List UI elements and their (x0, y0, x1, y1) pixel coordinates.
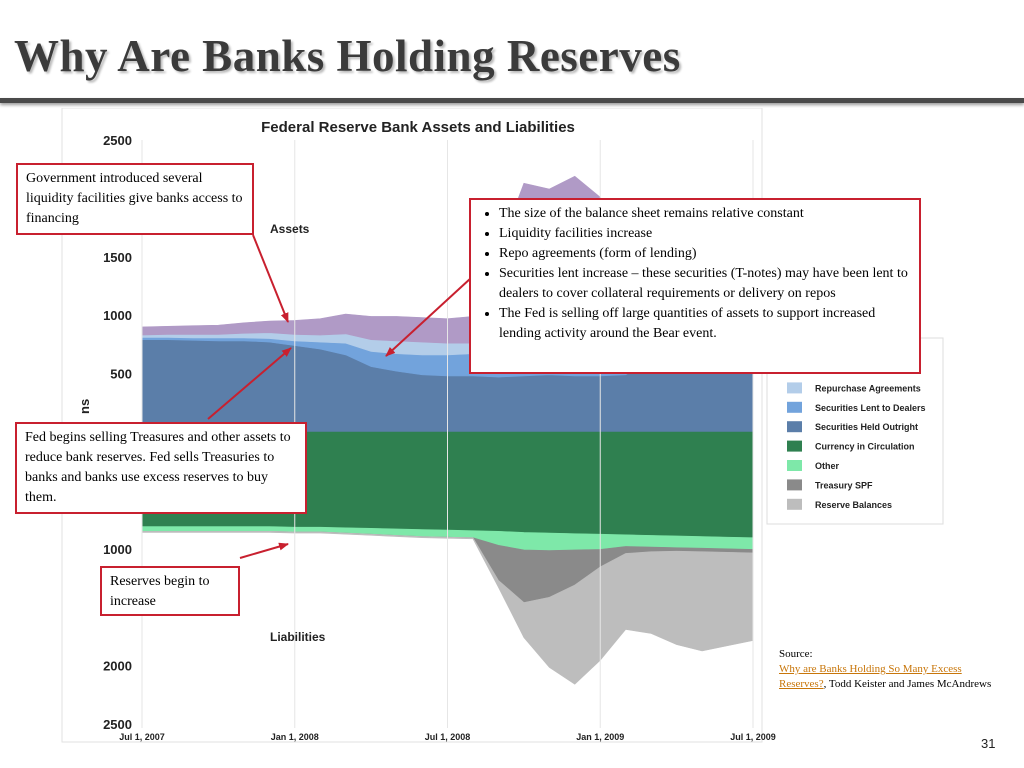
legend-swatch (787, 440, 802, 452)
callout-fed-selling-treasuries: Fed begins selling Treasures and other a… (15, 422, 307, 514)
title-underline (0, 98, 1024, 103)
y-axis-label: ns (77, 399, 92, 414)
callout-liquidity-facilities: Government introduced several liquidity … (16, 163, 254, 235)
assets-section-label: Assets (270, 222, 310, 236)
source-label: Source: (779, 648, 813, 660)
legend-label: Currency in Circulation (815, 442, 915, 452)
legend-label: Securities Held Outright (815, 422, 918, 432)
legend-swatch (787, 382, 802, 394)
bullet-securities-lent: Securities lent increase – these securit… (499, 264, 911, 304)
source-authors: , Todd Keister and James McAndrews (823, 678, 992, 690)
y-tick-label: 2500 (103, 133, 132, 148)
y-tick-label: 1500 (103, 250, 132, 265)
legend-swatch (787, 401, 802, 413)
bullet-balance-sheet-size: The size of the balance sheet remains re… (499, 204, 911, 224)
callout-balance-sheet-bullets: The size of the balance sheet remains re… (469, 198, 921, 374)
callout-arrows (207, 234, 472, 559)
legend-label: Repurchase Agreements (815, 383, 921, 393)
source-citation: Source: Why are Banks Holding So Many Ex… (779, 647, 1004, 692)
page-number: 31 (981, 736, 996, 751)
slide-title: Why Are Banks Holding Reserves (14, 31, 681, 81)
bullet-fed-selling-assets: The Fed is selling off large quantities … (499, 304, 911, 344)
x-tick-label: Jul 1, 2007 (119, 732, 165, 742)
callout-liquidity-text: Government introduced several liquidity … (26, 171, 243, 226)
legend-swatch (787, 421, 802, 433)
callout-reserves-increase: Reserves begin to increase (100, 566, 240, 616)
legend-swatch (787, 498, 802, 510)
x-tick-label: Jan 1, 2008 (271, 732, 319, 742)
x-tick-label: Jul 1, 2008 (425, 732, 471, 742)
liabilities-section-label: Liabilities (270, 630, 326, 644)
legend-swatch (787, 479, 802, 491)
callout-arrow (252, 234, 289, 323)
source-link[interactable]: Why are Banks Holding So Many Excess Res… (779, 663, 962, 690)
legend-label: Treasury SPF (815, 480, 873, 490)
y-tick-label: 1000 (103, 542, 132, 557)
y-tick-label: 2000 (103, 659, 132, 674)
callout-arrow (207, 347, 292, 420)
legend-label: Securities Lent to Dealers (815, 403, 926, 413)
y-tick-label: 2500 (103, 717, 132, 732)
bullet-repo-agreements: Repo agreements (form of lending) (499, 244, 911, 264)
legend-swatch (787, 460, 802, 471)
callout-reserves-text: Reserves begin to increase (110, 574, 210, 609)
chart-title: Federal Reserve Bank Assets and Liabilit… (261, 119, 575, 136)
y-tick-label: 500 (110, 367, 132, 382)
y-tick-label: 1000 (103, 308, 132, 323)
legend-label: Reserve Balances (815, 500, 892, 510)
x-tick-label: Jul 1, 2009 (730, 732, 776, 742)
legend-label: Other (815, 461, 840, 471)
callout-arrow (385, 277, 472, 357)
bullet-liquidity-facilities: Liquidity facilities increase (499, 224, 911, 244)
callout-arrow (239, 542, 289, 559)
x-tick-label: Jan 1, 2009 (576, 732, 624, 742)
callout-fed-selling-text: Fed begins selling Treasures and other a… (25, 430, 291, 505)
